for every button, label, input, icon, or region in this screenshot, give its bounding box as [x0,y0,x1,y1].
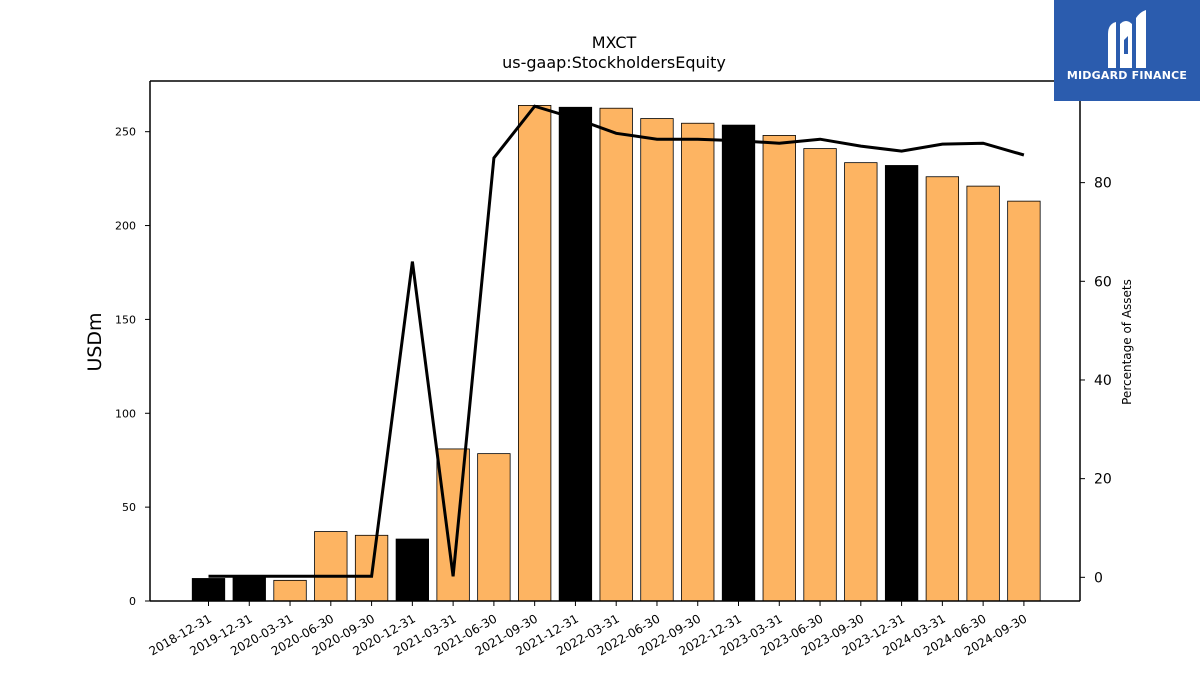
bar [395,538,430,602]
y2-tick-label: 80 [1094,176,1112,192]
plot-area: 0501001502002500204060802018-12-312019-1… [115,80,1112,658]
midgard-logo-icon [1108,10,1146,68]
y-tick-label: 0 [129,595,136,608]
y2-tick-label: 20 [1094,472,1112,488]
bar [232,575,266,602]
y2-tick-label: 60 [1094,274,1112,290]
bar [273,579,307,602]
bar [925,176,960,602]
bar [558,106,593,602]
y-tick-label: 200 [115,220,136,233]
y-tick-label: 100 [115,407,136,420]
percentage-line [208,104,1025,578]
midgard-finance-logo: MIDGARD FINANCE [1054,0,1200,101]
bar [1007,200,1041,602]
y-axis-label: USDm [84,312,106,371]
y-tick-label: 150 [115,313,136,326]
bar [884,165,919,602]
bar [681,122,715,602]
bar [844,162,878,602]
bar [191,578,226,602]
chart-title: MXCT [592,33,637,52]
bar [477,453,511,602]
bar [640,118,674,602]
bar [762,135,796,602]
bar [803,148,837,602]
bar [599,107,633,602]
y-tick-label: 250 [115,126,136,139]
y-tick-label: 50 [122,501,136,514]
bar [518,105,552,602]
chart-subtitle: us-gaap:StockholdersEquity [502,53,726,72]
y2-tick-label: 0 [1094,570,1103,586]
bar [966,185,1000,602]
bar [314,531,348,602]
y2-tick-label: 40 [1094,373,1112,389]
bar [721,124,756,602]
logo-text: MIDGARD FINANCE [1066,69,1188,82]
y2-axis-label: Percentage of Assets [1120,279,1134,405]
